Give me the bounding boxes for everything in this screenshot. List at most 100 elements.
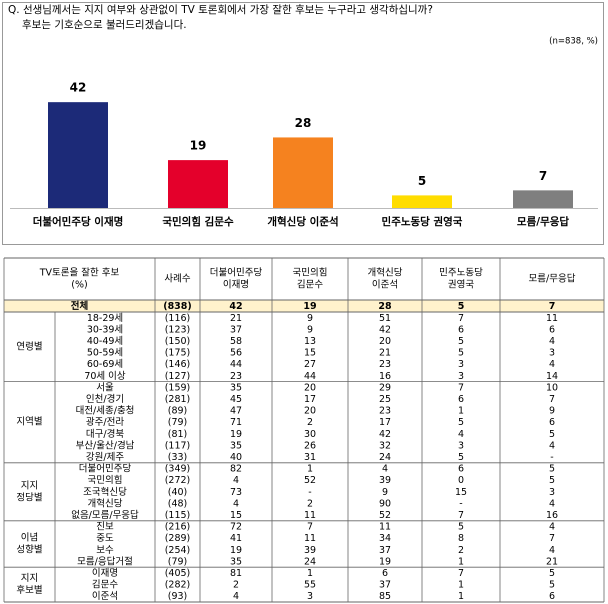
group-label: 연령별 xyxy=(16,340,42,352)
table-cell: 4 xyxy=(458,429,464,440)
table-cell: 72 xyxy=(230,522,242,533)
category-label: 개혁신당 이준석 xyxy=(267,215,338,228)
bar xyxy=(513,190,573,208)
table-cell: 85 xyxy=(379,591,391,602)
table-cell: 7 xyxy=(549,394,555,405)
table-cell: 14 xyxy=(546,371,558,382)
category-label: 더불어민주당 이재명 xyxy=(33,215,124,228)
table-cell: 34 xyxy=(379,533,391,544)
question-sub: 후보는 기호순으로 불러드리겠습니다. xyxy=(22,19,187,31)
table-cell: (123) xyxy=(165,324,191,335)
table-cell: (115) xyxy=(165,510,191,521)
table-cell: 9 xyxy=(549,406,555,417)
table-cell: 4 xyxy=(382,464,388,475)
value-label: 42 xyxy=(70,81,87,95)
table-header: 민주노동당 xyxy=(439,268,483,279)
group-label: 지역별 xyxy=(16,417,42,428)
table-cell: 25 xyxy=(379,394,391,405)
table-cell: 44 xyxy=(230,359,242,370)
table-cell: 3 xyxy=(458,359,464,370)
table-cell: 3 xyxy=(549,348,555,359)
table-cell: 3 xyxy=(307,591,313,602)
table-cell: 21 xyxy=(379,348,391,359)
table-cell: 19 xyxy=(303,301,316,312)
table-cell: 5 xyxy=(458,348,464,359)
table-cell: 4 xyxy=(549,522,555,533)
table-cell: (405) xyxy=(165,568,191,579)
table-cell: 11 xyxy=(304,510,316,521)
table-cell: - xyxy=(308,487,311,498)
bar xyxy=(392,195,452,208)
table-cell: 51 xyxy=(379,313,391,324)
table-cell: 31 xyxy=(304,452,316,463)
table-cell: 7 xyxy=(458,313,464,324)
table-cell: 1 xyxy=(307,464,313,475)
group-label: 지지 xyxy=(21,480,38,491)
value-label: 5 xyxy=(418,174,426,188)
table-cell: 41 xyxy=(230,533,242,544)
table-header: 이준석 xyxy=(372,280,398,291)
table-header: 국민의힘 xyxy=(293,268,328,279)
sample-note: (n=838, %) xyxy=(549,37,598,47)
table-cell: 9 xyxy=(382,487,388,498)
table-cell: 81 xyxy=(230,568,242,579)
table-cell: 26 xyxy=(304,440,316,451)
table-cell: 20 xyxy=(304,406,316,417)
table-cell: 4 xyxy=(549,359,555,370)
row-label: 광주/전라 xyxy=(86,416,124,428)
table-cell: 32 xyxy=(379,440,391,451)
row-label: 서울 xyxy=(96,382,114,393)
row-label: 모름/응답거절 xyxy=(77,555,133,567)
table-cell: 5 xyxy=(458,336,464,347)
table-cell: 1 xyxy=(458,580,464,591)
table-cell: 4 xyxy=(549,545,555,556)
table-cell: 0 xyxy=(458,475,464,486)
table-cell: 5 xyxy=(549,580,555,591)
table-cell: (89) xyxy=(168,406,188,417)
table-cell: (281) xyxy=(165,394,191,405)
table-cell: 20 xyxy=(379,336,391,347)
total-row-bg xyxy=(4,300,604,312)
table-cell: (79) xyxy=(168,417,188,428)
row-label: 대전/세종/충청 xyxy=(76,406,135,417)
table-cell: 6 xyxy=(458,464,464,475)
table-cell: 23 xyxy=(379,359,391,370)
table-cell: (48) xyxy=(168,498,188,509)
table-cell: 11 xyxy=(304,533,316,544)
table-cell: 52 xyxy=(379,510,391,521)
table-cell: 39 xyxy=(379,475,391,486)
table-cell: 19 xyxy=(230,545,242,556)
table-cell: 21 xyxy=(546,556,558,567)
row-label: 이재명 xyxy=(92,568,118,579)
table-cell: 58 xyxy=(230,336,242,347)
table-cell: 5 xyxy=(549,475,555,486)
table-cell: 56 xyxy=(230,348,242,359)
table-cell: 35 xyxy=(230,556,242,567)
table-cell: 10 xyxy=(546,382,558,393)
table-cell: 13 xyxy=(304,336,316,347)
table-cell: 19 xyxy=(230,429,242,440)
table-cell: (146) xyxy=(165,359,191,370)
table-cell: 40 xyxy=(230,452,242,463)
table-cell: 6 xyxy=(458,394,464,405)
row-label: 진보 xyxy=(96,522,114,533)
table-cell: 24 xyxy=(379,452,391,463)
table-cell: 15 xyxy=(304,348,316,359)
table-cell: - xyxy=(550,452,553,463)
table-cell: 2 xyxy=(307,498,313,509)
table-cell: 7 xyxy=(458,568,464,579)
table-cell: (272) xyxy=(165,475,191,486)
table-cell: 82 xyxy=(230,464,242,475)
table-cell: 35 xyxy=(230,382,242,393)
table-cell: 44 xyxy=(304,371,316,382)
table-cell: 1 xyxy=(458,556,464,567)
table-cell: 8 xyxy=(458,533,464,544)
table-cell: 29 xyxy=(379,382,391,393)
group-label: 이념 xyxy=(21,533,38,544)
table-cell: 15 xyxy=(455,487,467,498)
table-cell: 55 xyxy=(304,580,316,591)
category-label: 모름/무응답 xyxy=(517,216,569,228)
table-cell: 7 xyxy=(458,382,464,393)
bar xyxy=(273,137,333,208)
table-cell: 21 xyxy=(230,313,242,324)
